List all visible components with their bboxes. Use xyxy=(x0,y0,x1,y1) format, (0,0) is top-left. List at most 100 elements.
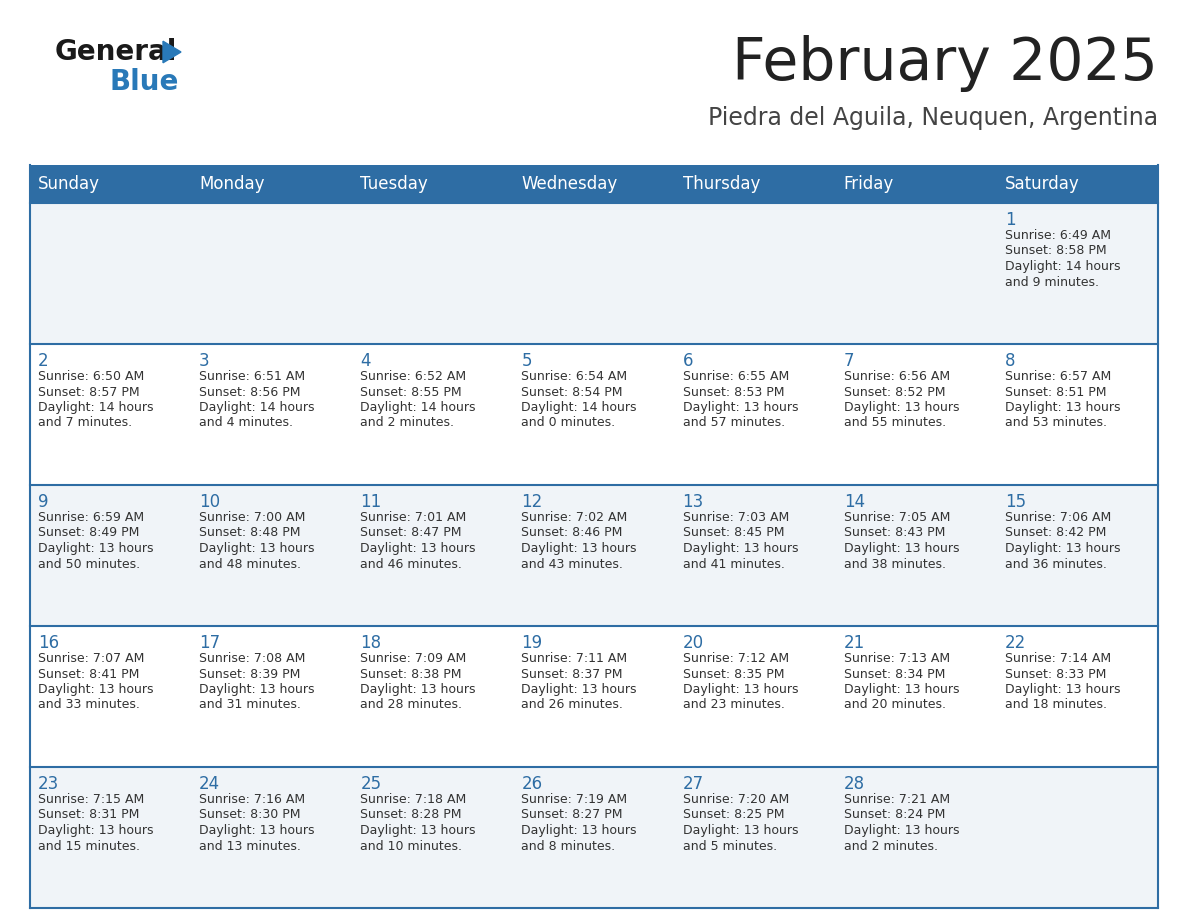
Text: Blue: Blue xyxy=(110,68,179,96)
Text: Daylight: 13 hours: Daylight: 13 hours xyxy=(360,683,475,696)
Text: Sunset: 8:52 PM: Sunset: 8:52 PM xyxy=(843,386,946,398)
Text: Sunrise: 6:49 AM: Sunrise: 6:49 AM xyxy=(1005,229,1111,242)
Bar xyxy=(997,165,1158,203)
Text: Sunset: 8:57 PM: Sunset: 8:57 PM xyxy=(38,386,140,398)
Text: Sunrise: 7:05 AM: Sunrise: 7:05 AM xyxy=(843,511,950,524)
Text: Daylight: 13 hours: Daylight: 13 hours xyxy=(38,683,153,696)
Text: Daylight: 13 hours: Daylight: 13 hours xyxy=(1005,401,1120,414)
Text: Sunset: 8:58 PM: Sunset: 8:58 PM xyxy=(1005,244,1106,258)
Bar xyxy=(30,203,191,344)
Text: Sunrise: 6:51 AM: Sunrise: 6:51 AM xyxy=(200,370,305,383)
Text: 20: 20 xyxy=(683,634,703,652)
Text: and 43 minutes.: and 43 minutes. xyxy=(522,557,624,570)
Text: Daylight: 13 hours: Daylight: 13 hours xyxy=(522,824,637,837)
Text: 26: 26 xyxy=(522,775,543,793)
Text: and 9 minutes.: and 9 minutes. xyxy=(1005,275,1099,288)
Text: Sunset: 8:47 PM: Sunset: 8:47 PM xyxy=(360,527,462,540)
Text: Daylight: 13 hours: Daylight: 13 hours xyxy=(843,824,959,837)
Bar xyxy=(675,165,835,203)
Text: and 20 minutes.: and 20 minutes. xyxy=(843,699,946,711)
Text: Sunset: 8:33 PM: Sunset: 8:33 PM xyxy=(1005,667,1106,680)
Text: Sunrise: 6:57 AM: Sunrise: 6:57 AM xyxy=(1005,370,1111,383)
Text: Daylight: 13 hours: Daylight: 13 hours xyxy=(360,824,475,837)
Text: Sunset: 8:54 PM: Sunset: 8:54 PM xyxy=(522,386,623,398)
Text: Tuesday: Tuesday xyxy=(360,175,428,193)
Text: Daylight: 13 hours: Daylight: 13 hours xyxy=(683,401,798,414)
Text: Daylight: 14 hours: Daylight: 14 hours xyxy=(1005,260,1120,273)
Text: Sunrise: 7:12 AM: Sunrise: 7:12 AM xyxy=(683,652,789,665)
Text: Sunrise: 7:16 AM: Sunrise: 7:16 AM xyxy=(200,793,305,806)
Text: Wednesday: Wednesday xyxy=(522,175,618,193)
Bar xyxy=(353,165,513,203)
Text: General: General xyxy=(55,38,177,66)
Text: 25: 25 xyxy=(360,775,381,793)
Text: Sunrise: 7:02 AM: Sunrise: 7:02 AM xyxy=(522,511,627,524)
Text: Daylight: 13 hours: Daylight: 13 hours xyxy=(1005,542,1120,555)
Text: Daylight: 13 hours: Daylight: 13 hours xyxy=(683,824,798,837)
Text: Sunrise: 6:50 AM: Sunrise: 6:50 AM xyxy=(38,370,144,383)
Text: Sunrise: 7:19 AM: Sunrise: 7:19 AM xyxy=(522,793,627,806)
Text: Daylight: 13 hours: Daylight: 13 hours xyxy=(38,542,153,555)
Text: Friday: Friday xyxy=(843,175,893,193)
Bar xyxy=(353,767,513,908)
Text: and 7 minutes.: and 7 minutes. xyxy=(38,417,132,430)
Text: 19: 19 xyxy=(522,634,543,652)
Text: 15: 15 xyxy=(1005,493,1026,511)
Text: Sunset: 8:51 PM: Sunset: 8:51 PM xyxy=(1005,386,1106,398)
Text: Sunrise: 6:56 AM: Sunrise: 6:56 AM xyxy=(843,370,950,383)
Text: Daylight: 13 hours: Daylight: 13 hours xyxy=(38,824,153,837)
Text: Sunrise: 7:01 AM: Sunrise: 7:01 AM xyxy=(360,511,467,524)
Text: Sunrise: 7:21 AM: Sunrise: 7:21 AM xyxy=(843,793,950,806)
Bar xyxy=(191,485,353,626)
Text: 17: 17 xyxy=(200,634,220,652)
Text: Daylight: 14 hours: Daylight: 14 hours xyxy=(360,401,475,414)
Bar xyxy=(30,165,191,203)
Bar xyxy=(997,203,1158,344)
Text: Sunrise: 7:15 AM: Sunrise: 7:15 AM xyxy=(38,793,144,806)
Text: 14: 14 xyxy=(843,493,865,511)
Text: Daylight: 13 hours: Daylight: 13 hours xyxy=(683,683,798,696)
Text: Sunset: 8:49 PM: Sunset: 8:49 PM xyxy=(38,527,139,540)
Text: and 41 minutes.: and 41 minutes. xyxy=(683,557,784,570)
Bar xyxy=(353,485,513,626)
Text: Daylight: 13 hours: Daylight: 13 hours xyxy=(200,824,315,837)
Text: and 26 minutes.: and 26 minutes. xyxy=(522,699,624,711)
Bar xyxy=(997,626,1158,767)
Text: Sunset: 8:35 PM: Sunset: 8:35 PM xyxy=(683,667,784,680)
Text: and 10 minutes.: and 10 minutes. xyxy=(360,839,462,853)
Text: Sunrise: 6:59 AM: Sunrise: 6:59 AM xyxy=(38,511,144,524)
Text: Thursday: Thursday xyxy=(683,175,760,193)
Text: Sunset: 8:43 PM: Sunset: 8:43 PM xyxy=(843,527,946,540)
Text: Daylight: 13 hours: Daylight: 13 hours xyxy=(200,683,315,696)
Text: Sunset: 8:45 PM: Sunset: 8:45 PM xyxy=(683,527,784,540)
Text: 7: 7 xyxy=(843,352,854,370)
Text: 22: 22 xyxy=(1005,634,1026,652)
Text: Sunrise: 7:14 AM: Sunrise: 7:14 AM xyxy=(1005,652,1111,665)
Text: 18: 18 xyxy=(360,634,381,652)
Bar xyxy=(30,344,191,485)
Text: Monday: Monday xyxy=(200,175,265,193)
Text: Sunrise: 7:08 AM: Sunrise: 7:08 AM xyxy=(200,652,305,665)
Bar xyxy=(675,203,835,344)
Text: Piedra del Aguila, Neuquen, Argentina: Piedra del Aguila, Neuquen, Argentina xyxy=(708,106,1158,130)
Text: Sunrise: 7:20 AM: Sunrise: 7:20 AM xyxy=(683,793,789,806)
Bar xyxy=(835,485,997,626)
Text: Sunset: 8:38 PM: Sunset: 8:38 PM xyxy=(360,667,462,680)
Text: Daylight: 14 hours: Daylight: 14 hours xyxy=(38,401,153,414)
Text: and 46 minutes.: and 46 minutes. xyxy=(360,557,462,570)
Text: Sunrise: 6:54 AM: Sunrise: 6:54 AM xyxy=(522,370,627,383)
Bar xyxy=(353,344,513,485)
Bar xyxy=(191,165,353,203)
Text: Sunset: 8:56 PM: Sunset: 8:56 PM xyxy=(200,386,301,398)
Bar xyxy=(675,767,835,908)
Bar xyxy=(997,485,1158,626)
Text: Daylight: 13 hours: Daylight: 13 hours xyxy=(843,401,959,414)
Text: 4: 4 xyxy=(360,352,371,370)
Text: Daylight: 13 hours: Daylight: 13 hours xyxy=(683,542,798,555)
Text: Sunset: 8:42 PM: Sunset: 8:42 PM xyxy=(1005,527,1106,540)
Bar xyxy=(191,626,353,767)
Text: Sunset: 8:27 PM: Sunset: 8:27 PM xyxy=(522,809,623,822)
Bar xyxy=(513,203,675,344)
Bar xyxy=(191,203,353,344)
Text: and 8 minutes.: and 8 minutes. xyxy=(522,839,615,853)
